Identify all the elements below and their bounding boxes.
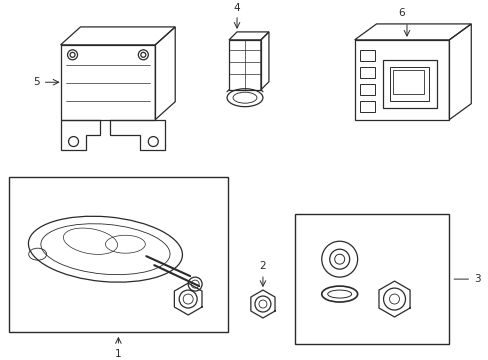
Text: 2: 2 [259,261,265,271]
Bar [359,84,374,95]
Bar [61,45,155,120]
Bar [389,67,428,101]
Bar [359,50,374,61]
Bar [354,40,448,120]
Bar [382,60,436,108]
Bar [294,214,448,344]
Text: 3: 3 [473,274,480,284]
Text: 4: 4 [233,3,240,13]
Bar [359,67,374,78]
Text: 1: 1 [115,349,122,359]
Text: 6: 6 [398,8,405,18]
Bar [359,101,374,112]
Bar [392,70,424,94]
Bar [9,177,227,332]
Text: 5: 5 [33,77,40,87]
Bar [228,40,261,90]
